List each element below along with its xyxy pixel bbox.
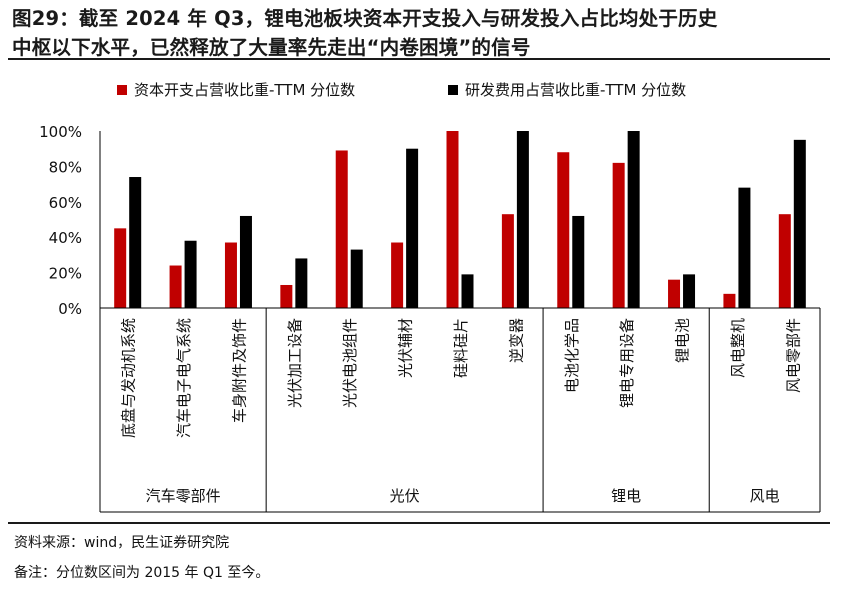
x-category-label: 锂电池 [674, 318, 692, 363]
bar-series2 [738, 187, 751, 308]
bar-series1 [224, 242, 237, 308]
bar-series1 [778, 214, 791, 308]
group-label: 锂电 [611, 487, 641, 505]
group-label: 风电 [750, 487, 780, 505]
x-category-label: 电池化学品 [563, 318, 581, 393]
x-category-label: 车身附件及饰件 [230, 318, 248, 423]
bar-series2 [461, 274, 474, 308]
y-tick-label: 0% [58, 300, 82, 318]
legend-swatch-series1 [117, 85, 127, 95]
bar-series2 [129, 177, 142, 308]
bar-series1 [557, 152, 570, 308]
bar-series1 [280, 284, 293, 308]
bar-series2 [295, 258, 308, 308]
bar-series1 [114, 228, 127, 308]
source-note: 资料来源：wind，民生证券研究院 [14, 535, 230, 551]
title-divider [8, 58, 830, 60]
group-label: 汽车零部件 [146, 487, 221, 505]
footnote: 备注：分位数区间为 2015 年 Q1 至今。 [14, 565, 270, 581]
x-category-label: 风电零部件 [784, 318, 802, 393]
figure-title-line2: 中枢以下水平，已然释放了大量率先走出“内卷困境”的信号 [12, 36, 531, 59]
bar-series2 [184, 240, 197, 308]
y-tick-label: 40% [49, 229, 82, 247]
x-category-label: 锂电专用设备 [618, 318, 636, 408]
figure-title: 图29：截至 2024 年 Q3，锂电池板块资本开支投入与研发投入占比均处于历史… [12, 4, 832, 62]
x-category-label: 光伏电池组件 [341, 318, 359, 408]
bar-series1 [169, 265, 182, 308]
bar-series1 [391, 242, 404, 308]
x-category-label: 光伏加工设备 [286, 318, 304, 408]
bar-series1 [723, 293, 736, 308]
x-category-label: 汽车电子电气系统 [175, 318, 193, 438]
bar-series2 [406, 148, 419, 308]
y-tick-label: 80% [49, 158, 82, 176]
bar-series1 [446, 131, 459, 308]
x-category-label: 逆变器 [507, 318, 525, 363]
y-tick-label: 100% [39, 123, 82, 141]
bar-series2 [572, 215, 585, 308]
bar-series2 [793, 139, 806, 308]
bar-series2 [239, 215, 252, 308]
bar-series1 [501, 214, 514, 308]
bar-series1 [612, 162, 625, 308]
x-category-label: 底盘与发动机系统 [120, 318, 138, 438]
bar-series2 [516, 131, 529, 308]
y-tick-label: 60% [49, 194, 82, 212]
bar-series2 [683, 274, 696, 308]
bar-series1 [335, 150, 348, 308]
group-label: 光伏 [390, 487, 420, 505]
footer-divider [8, 522, 830, 524]
bar-series1 [668, 279, 681, 308]
x-category-label: 光伏辅材 [397, 318, 415, 378]
x-category-label: 硅料硅片 [452, 318, 470, 378]
y-tick-label: 20% [49, 265, 82, 283]
bar-series2 [627, 131, 640, 308]
legend-label-series2: 研发费用占营收比重-TTM 分位数 [465, 81, 686, 99]
legend-label-series1: 资本开支占营收比重-TTM 分位数 [134, 81, 355, 99]
bar-series2 [350, 249, 363, 308]
x-category-label: 风电整机 [729, 318, 747, 378]
legend-swatch-series2 [448, 85, 458, 95]
figure-title-line1: 图29：截至 2024 年 Q3，锂电池板块资本开支投入与研发投入占比均处于历史 [12, 7, 718, 30]
